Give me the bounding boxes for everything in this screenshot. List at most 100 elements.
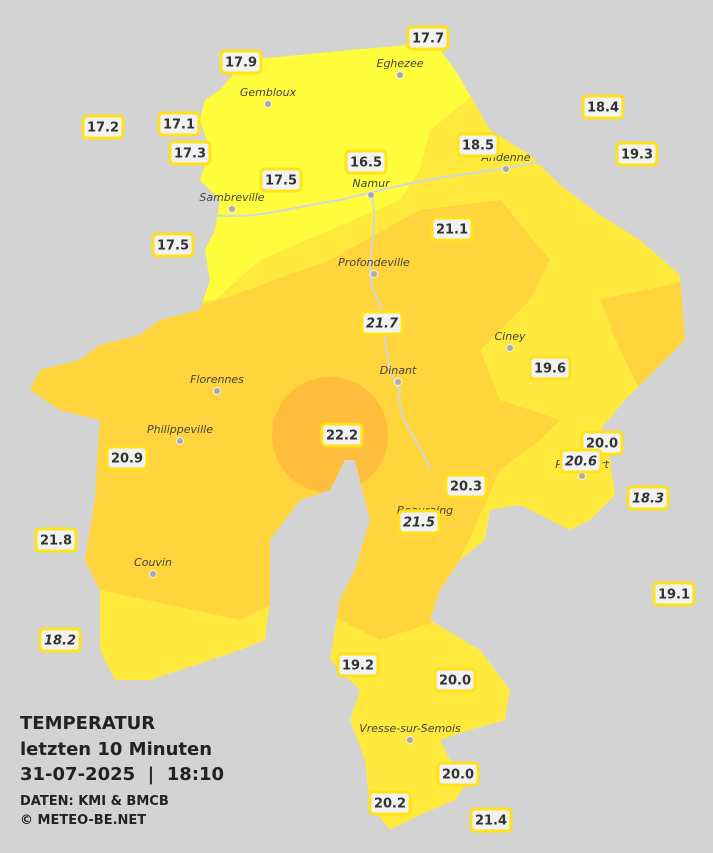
river (209, 154, 601, 471)
station-value: 18.5 (462, 139, 494, 154)
station: 18.4 (581, 94, 625, 120)
station-value: 19.2 (342, 659, 374, 674)
city-dot (370, 270, 378, 278)
city-dot (149, 570, 157, 578)
city-label: Sambreville (199, 191, 264, 204)
city-dot (176, 437, 184, 445)
legend-text: © METEO-BE.NET (20, 813, 146, 828)
station-box (559, 448, 603, 474)
station: 17.9 (219, 49, 263, 75)
station-value: 20.9 (111, 452, 143, 467)
station: 17.5 (151, 232, 195, 258)
station: 16.5 (344, 149, 388, 175)
city-label: Namur (352, 177, 391, 190)
city-label: Eghezee (377, 57, 424, 70)
station-value: 17.5 (157, 239, 189, 254)
station-box (344, 149, 388, 175)
city-dot (394, 378, 402, 386)
legend-text: DATEN: KMI & BMCB (20, 794, 169, 809)
station-value: 21.7 (366, 317, 399, 332)
station-value: 19.3 (621, 148, 653, 163)
station: 17.1 (157, 111, 201, 137)
station-box (436, 761, 480, 787)
station-value: 17.1 (163, 118, 195, 133)
station-value: 20.2 (374, 797, 406, 812)
station: 22.2 (320, 422, 364, 448)
station: 21.5 (397, 509, 441, 535)
station: 21.1 (430, 216, 474, 242)
city-label: Florennes (190, 373, 244, 386)
station: 19.6 (528, 355, 572, 381)
station: 19.2 (336, 652, 380, 678)
station-box (219, 49, 263, 75)
station: 17.7 (406, 25, 450, 51)
station-box (469, 807, 513, 833)
station: 20.9 (105, 445, 149, 471)
station-value: 20.0 (586, 437, 618, 452)
station-box (360, 310, 404, 336)
legend-text: 31-07-2025 | 18:10 (20, 764, 224, 785)
zone (150, 45, 480, 300)
city-label: Philippeville (147, 423, 213, 436)
station-box (151, 232, 195, 258)
station-value: 20.0 (442, 768, 474, 783)
city-dot (367, 191, 375, 199)
legend-text: TEMPERATUR (20, 713, 155, 734)
station-box (38, 627, 82, 653)
station-box (652, 581, 696, 607)
station-value: 20.3 (450, 480, 482, 495)
city-label: Ciney (495, 330, 526, 343)
station-box (105, 445, 149, 471)
station: 17.2 (81, 114, 125, 140)
station-box (626, 485, 670, 511)
station-box (528, 355, 572, 381)
station-box (615, 141, 659, 167)
station-box (406, 25, 450, 51)
station: 18.5 (456, 132, 500, 158)
city-dot (578, 472, 586, 480)
station-box (368, 790, 412, 816)
station-box (433, 667, 477, 693)
station: 21.7 (360, 310, 404, 336)
station: 21.4 (469, 807, 513, 833)
city-dot (213, 387, 221, 395)
station-value: 16.5 (350, 156, 382, 171)
station: 20.2 (368, 790, 412, 816)
station-box (430, 216, 474, 242)
city-label: Dinant (380, 364, 417, 377)
city-dot (502, 165, 510, 173)
station-box (81, 114, 125, 140)
legend-text: letzten 10 Minuten (20, 739, 212, 760)
station: 19.1 (652, 581, 696, 607)
station: 20.0 (436, 761, 480, 787)
station: 21.8 (34, 527, 78, 553)
station: 20.6 (559, 448, 603, 474)
station-box (320, 422, 364, 448)
city-dot (264, 100, 272, 108)
station-value: 17.5 (265, 174, 297, 189)
station-value: 20.0 (439, 674, 471, 689)
station: 20.3 (444, 473, 488, 499)
station-box (157, 111, 201, 137)
station: 17.3 (168, 140, 212, 166)
city-label: Profondeville (338, 256, 410, 269)
city-label: Vresse-sur-Semois (359, 722, 461, 735)
station: 18.3 (626, 485, 670, 511)
station-value: 17.9 (225, 56, 257, 71)
city-dot (228, 205, 236, 213)
station-value: 21.5 (403, 516, 435, 531)
station-value: 21.1 (436, 223, 468, 238)
station-value: 19.1 (658, 588, 690, 603)
city-dot (506, 344, 514, 352)
city-dot (396, 71, 404, 79)
station-value: 17.2 (87, 121, 119, 136)
station-value: 21.8 (40, 534, 72, 549)
station-box (456, 132, 500, 158)
station: 20.0 (433, 667, 477, 693)
station: 19.3 (615, 141, 659, 167)
station-box (336, 652, 380, 678)
station-box (397, 509, 441, 535)
station-value: 19.6 (534, 362, 566, 377)
